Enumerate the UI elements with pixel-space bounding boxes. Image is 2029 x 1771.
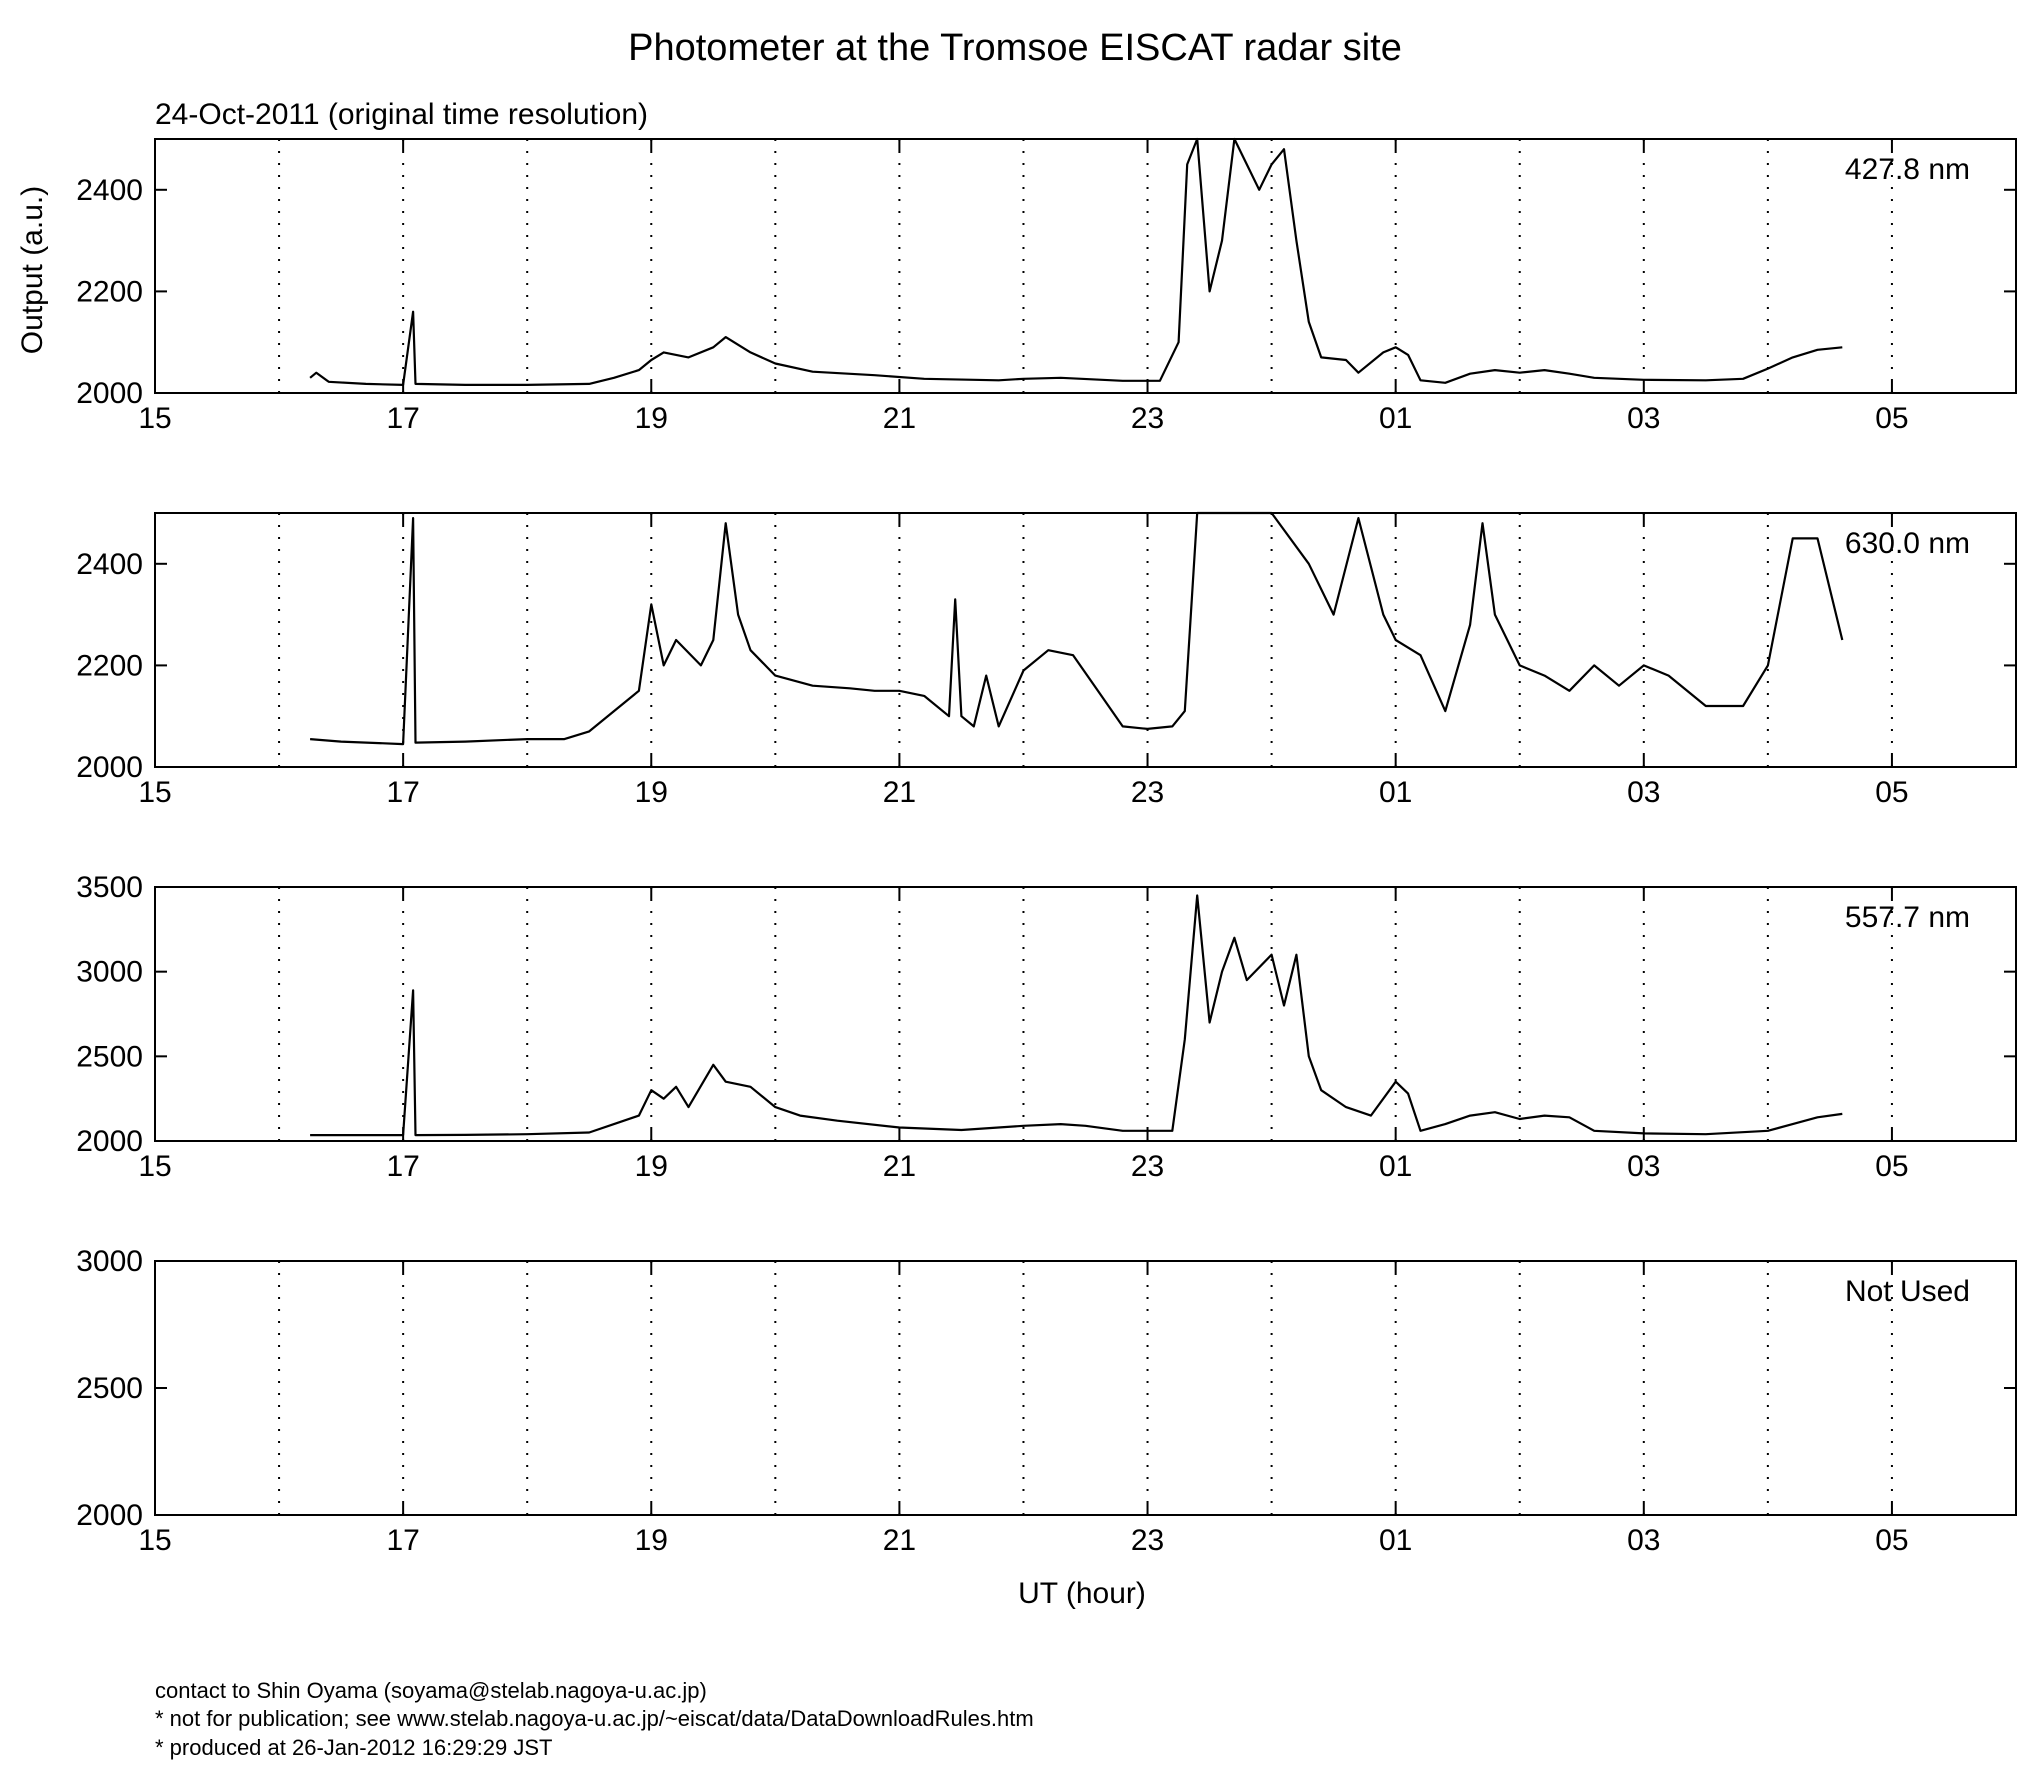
y-tick-label: 3500: [76, 871, 143, 904]
x-tick-label: 21: [883, 1150, 916, 1183]
x-tick-label: 15: [138, 1524, 171, 1557]
chart-subtitle: 24-Oct-2011 (original time resolution): [155, 98, 648, 131]
x-tick-label: 05: [1875, 776, 1908, 809]
x-tick-label: 03: [1627, 402, 1660, 435]
x-tick-label: 19: [635, 1524, 668, 1557]
x-tick-label: 01: [1379, 1150, 1412, 1183]
x-tick-label: 15: [138, 776, 171, 809]
x-tick-label: 19: [635, 402, 668, 435]
x-tick-label: 23: [1131, 776, 1164, 809]
x-tick-label: 15: [138, 1150, 171, 1183]
panel-2: 15 17 19 21 23 01 03 05 2000 2200 2400 630.0 nm: [76, 511, 2017, 809]
y-tick-label: 2000: [76, 377, 143, 410]
data-series-line: [309, 137, 1843, 386]
x-tick-label: 03: [1627, 776, 1660, 809]
x-tick-label: 23: [1131, 1150, 1164, 1183]
plot-frame: [154, 886, 2017, 1142]
y-tick-label: 2400: [76, 548, 143, 581]
x-tick-label: 17: [386, 402, 419, 435]
x-tick-label: 01: [1379, 776, 1412, 809]
y-tick-label: 2000: [76, 751, 143, 784]
panels-group: 15 17 19 21 23 01 03 05 2000 2200 2400 427.8 nm 15 17…: [76, 137, 2017, 1557]
y-tick-label: 2000: [76, 1125, 143, 1158]
footer-produced: * produced at 26-Jan-2012 16:29:29 JST: [155, 1735, 553, 1760]
y-tick-label: 2500: [76, 1040, 143, 1073]
y-axis-label: Output (a.u.): [16, 186, 49, 354]
data-series-line: [310, 511, 1844, 746]
y-tick-label: 2200: [76, 649, 143, 682]
x-tick-label: 05: [1875, 402, 1908, 435]
footer-notice: * not for publication; see www.stelab.na…: [155, 1706, 1034, 1731]
x-tick-label: 21: [883, 776, 916, 809]
plot-frame: [154, 512, 2017, 768]
x-tick-label: 23: [1131, 402, 1164, 435]
x-tick-label: 17: [386, 776, 419, 809]
x-tick-label: 21: [883, 1524, 916, 1557]
panel-wavelength-label: 630.0 nm: [1845, 527, 1970, 560]
y-tick-label: 2500: [76, 1372, 143, 1405]
x-tick-label: 17: [386, 1524, 419, 1557]
chart-title: Photometer at the Tromsoe EISCAT radar s…: [628, 27, 1402, 69]
panel-wavelength-label: 557.7 nm: [1845, 901, 1970, 934]
x-tick-label: 15: [138, 402, 171, 435]
x-tick-label: 03: [1627, 1150, 1660, 1183]
data-series-line: [310, 894, 1843, 1137]
x-axis-label: UT (hour): [1018, 1577, 1146, 1610]
x-tick-label: 01: [1379, 1524, 1412, 1557]
x-tick-label: 05: [1875, 1150, 1908, 1183]
x-tick-label: 03: [1627, 1524, 1660, 1557]
panel-wavelength-label: Not Used: [1845, 1275, 1970, 1308]
footer-contact: contact to Shin Oyama (soyama@stelab.nag…: [155, 1678, 707, 1703]
y-tick-label: 2400: [76, 174, 143, 207]
panel-wavelength-label: 427.8 nm: [1845, 153, 1970, 186]
x-tick-label: 17: [386, 1150, 419, 1183]
x-tick-label: 23: [1131, 1524, 1164, 1557]
panel-3: 15 17 19 21 23 01 03 05 2000 2500 3000 3500 557.7 nm: [76, 871, 2017, 1183]
panel-4: 15 17 19 21 23 01 03 05 2000 2500 3000 Not Used: [76, 1245, 2017, 1557]
x-tick-label: 21: [883, 402, 916, 435]
y-tick-label: 2000: [76, 1499, 143, 1532]
x-tick-label: 19: [635, 776, 668, 809]
y-tick-label: 2200: [76, 275, 143, 308]
x-tick-label: 19: [635, 1150, 668, 1183]
plot-frame: [154, 138, 2017, 394]
plot-frame: [154, 1260, 2017, 1516]
x-tick-label: 05: [1875, 1524, 1908, 1557]
y-tick-label: 3000: [76, 956, 143, 989]
x-tick-label: 01: [1379, 402, 1412, 435]
y-tick-label: 3000: [76, 1245, 143, 1278]
panel-1: 15 17 19 21 23 01 03 05 2000 2200 2400 427.8 nm: [76, 137, 2017, 435]
